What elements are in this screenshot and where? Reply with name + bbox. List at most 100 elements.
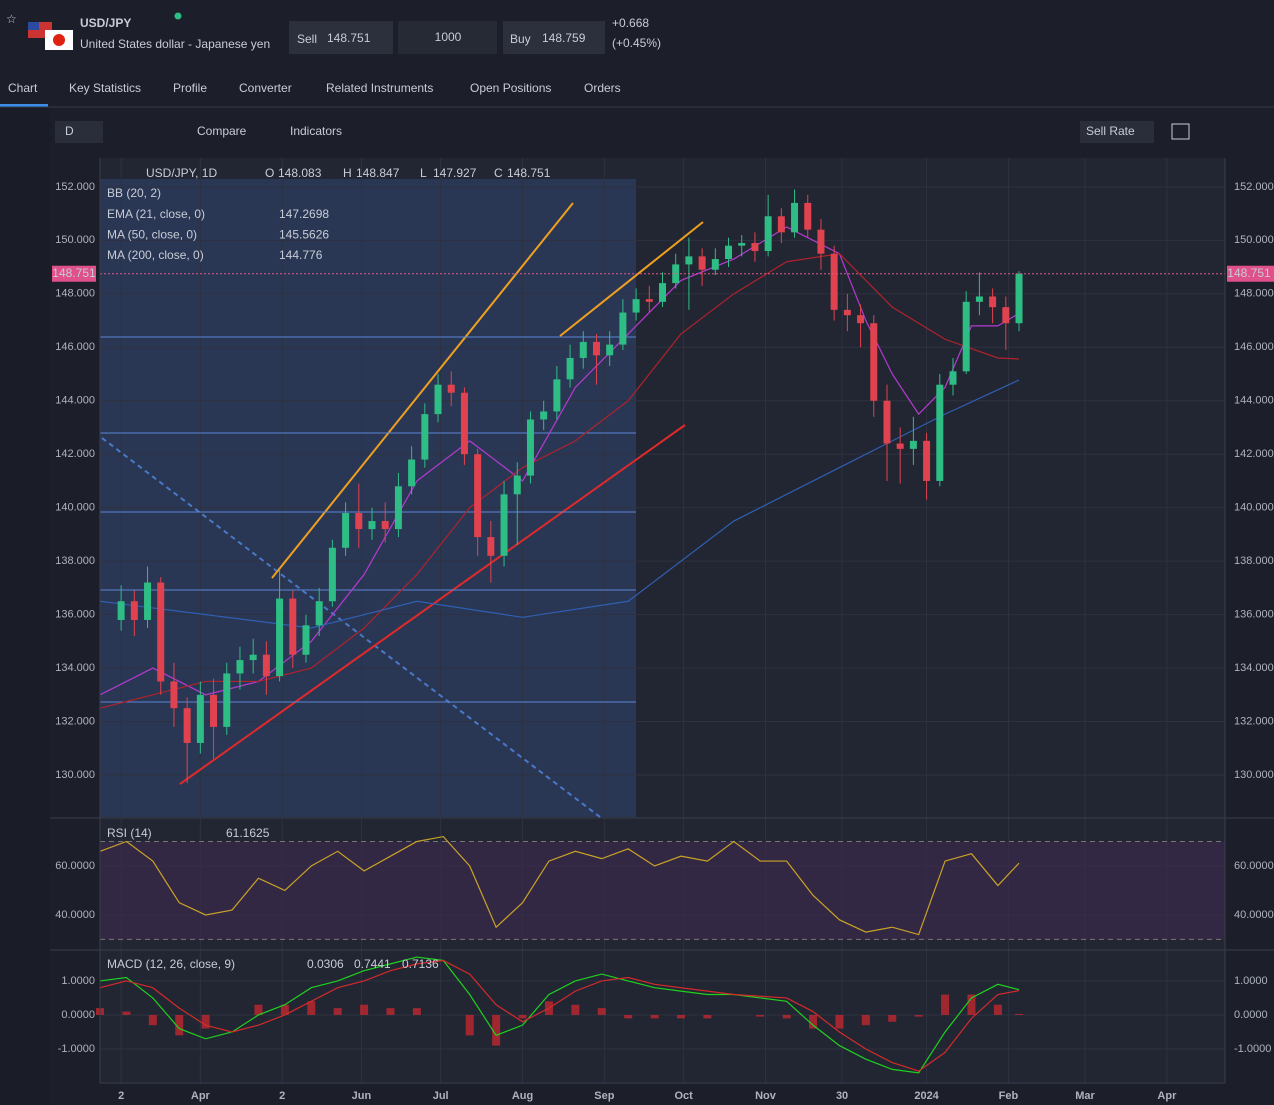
x-tick-label: Oct bbox=[674, 1090, 693, 1102]
candle-body bbox=[1016, 274, 1023, 323]
candle-body bbox=[1002, 307, 1009, 323]
x-tick-label: Mar bbox=[1075, 1090, 1095, 1102]
histogram-bar bbox=[835, 1015, 843, 1029]
x-tick-label: Aug bbox=[512, 1090, 533, 1102]
y-tick-label: 142.000 bbox=[55, 448, 95, 460]
buy-label: Buy bbox=[510, 32, 531, 46]
y-tick-label: 134.000 bbox=[1234, 662, 1274, 674]
candle-body bbox=[329, 548, 336, 601]
histogram-bar bbox=[809, 1015, 817, 1029]
candle-body bbox=[342, 513, 349, 548]
x-tick-label: Sep bbox=[594, 1090, 614, 1102]
indicators-button[interactable]: Indicators bbox=[290, 124, 342, 138]
candle-body bbox=[540, 411, 547, 419]
histogram-bar bbox=[1015, 1014, 1023, 1015]
amount: 1000 bbox=[435, 30, 462, 44]
pane-value: 61.1625 bbox=[226, 826, 270, 840]
histogram-bar bbox=[519, 1015, 527, 1018]
candle-body bbox=[738, 243, 745, 246]
interval: D bbox=[65, 124, 74, 138]
y-tick-label: 40.0000 bbox=[55, 909, 95, 921]
y-tick-label: 0.0000 bbox=[61, 1009, 95, 1021]
histogram-bar bbox=[862, 1015, 870, 1025]
candle-body bbox=[804, 203, 811, 230]
indicator-value: 145.5626 bbox=[279, 227, 329, 241]
candle-body bbox=[567, 358, 574, 379]
histogram-bar bbox=[624, 1015, 632, 1018]
interval-button[interactable] bbox=[55, 121, 103, 143]
pane-value: 0.0306 bbox=[307, 957, 344, 971]
rate-type: Sell Rate bbox=[1086, 124, 1135, 138]
candle-body bbox=[751, 243, 758, 251]
x-tick-label: 2 bbox=[279, 1090, 285, 1102]
tab[interactable]: Related Instruments bbox=[326, 81, 433, 95]
indicator-value: 144.776 bbox=[279, 248, 323, 262]
sell-price: 148.751 bbox=[327, 31, 371, 45]
y-tick-label: 136.000 bbox=[1234, 609, 1274, 621]
tab[interactable]: Chart bbox=[8, 81, 38, 95]
x-tick-label: Feb bbox=[999, 1090, 1019, 1102]
candle-body bbox=[883, 401, 890, 444]
y-tick-label: 1.0000 bbox=[1234, 975, 1268, 987]
star-icon[interactable]: ☆ bbox=[6, 12, 17, 26]
rsi-band bbox=[100, 841, 1225, 939]
pane-title[interactable]: RSI (14) bbox=[107, 826, 152, 840]
indicator-label[interactable]: MA (200, close, 0) bbox=[107, 248, 204, 262]
candle-body bbox=[131, 601, 138, 620]
candle-body bbox=[910, 441, 917, 449]
indicator-label[interactable]: MA (50, close, 0) bbox=[107, 227, 197, 241]
y-tick-label: 152.000 bbox=[55, 181, 95, 193]
histogram-bar bbox=[651, 1015, 659, 1018]
y-tick-label: 138.000 bbox=[1234, 555, 1274, 567]
ohlc-value: 148.847 bbox=[356, 166, 400, 180]
pane-title[interactable]: MACD (12, 26, close, 9) bbox=[107, 957, 235, 971]
x-tick-label: Apr bbox=[1157, 1090, 1177, 1102]
y-tick-label: 130.000 bbox=[55, 769, 95, 781]
candle-body bbox=[936, 385, 943, 481]
x-tick-label: 30 bbox=[836, 1090, 848, 1102]
candle-body bbox=[593, 342, 600, 355]
candle-body bbox=[170, 681, 177, 708]
candle-body bbox=[276, 599, 283, 677]
candle-body bbox=[210, 695, 217, 727]
tab[interactable]: Key Statistics bbox=[69, 81, 141, 95]
y-tick-label: 136.000 bbox=[55, 609, 95, 621]
y-tick-label: 0.0000 bbox=[1234, 1009, 1268, 1021]
candle-body bbox=[817, 230, 824, 254]
histogram-bar bbox=[598, 1008, 606, 1015]
candle-body bbox=[223, 673, 230, 726]
histogram-bar bbox=[386, 1008, 394, 1015]
y-tick-label: 134.000 bbox=[55, 662, 95, 674]
y-tick-label: -1.0000 bbox=[1234, 1043, 1271, 1055]
indicator-label[interactable]: BB (20, 2) bbox=[107, 186, 161, 200]
candle-body bbox=[461, 393, 468, 454]
indicator-label[interactable]: EMA (21, close, 0) bbox=[107, 207, 205, 221]
candle-body bbox=[712, 259, 719, 270]
y-tick-label: 130.000 bbox=[1234, 769, 1274, 781]
symbol-legend: USD/JPY, 1D bbox=[146, 166, 217, 180]
candle-body bbox=[897, 444, 904, 449]
y-tick-label: 138.000 bbox=[55, 555, 95, 567]
candle-body bbox=[474, 454, 481, 537]
candle-body bbox=[316, 601, 323, 625]
tab[interactable]: Converter bbox=[239, 81, 292, 95]
candle-body bbox=[355, 513, 362, 529]
candle-body bbox=[118, 601, 125, 620]
tab[interactable]: Profile bbox=[173, 81, 207, 95]
y-tick-label: 1.0000 bbox=[61, 975, 95, 987]
tab[interactable]: Orders bbox=[584, 81, 621, 95]
histogram-bar bbox=[783, 1015, 791, 1018]
compare-button[interactable]: Compare bbox=[197, 124, 247, 138]
candle-body bbox=[514, 476, 521, 495]
last-price-label: 148.751 bbox=[52, 266, 96, 280]
tab[interactable]: Open Positions bbox=[470, 81, 551, 95]
ohlc-label: L bbox=[420, 166, 427, 180]
ohlc-label: C bbox=[494, 166, 503, 180]
candle-body bbox=[580, 342, 587, 358]
pane-value: 0.7136 bbox=[402, 957, 439, 971]
candle-body bbox=[923, 441, 930, 481]
candle-body bbox=[870, 323, 877, 401]
candle-body bbox=[963, 302, 970, 372]
